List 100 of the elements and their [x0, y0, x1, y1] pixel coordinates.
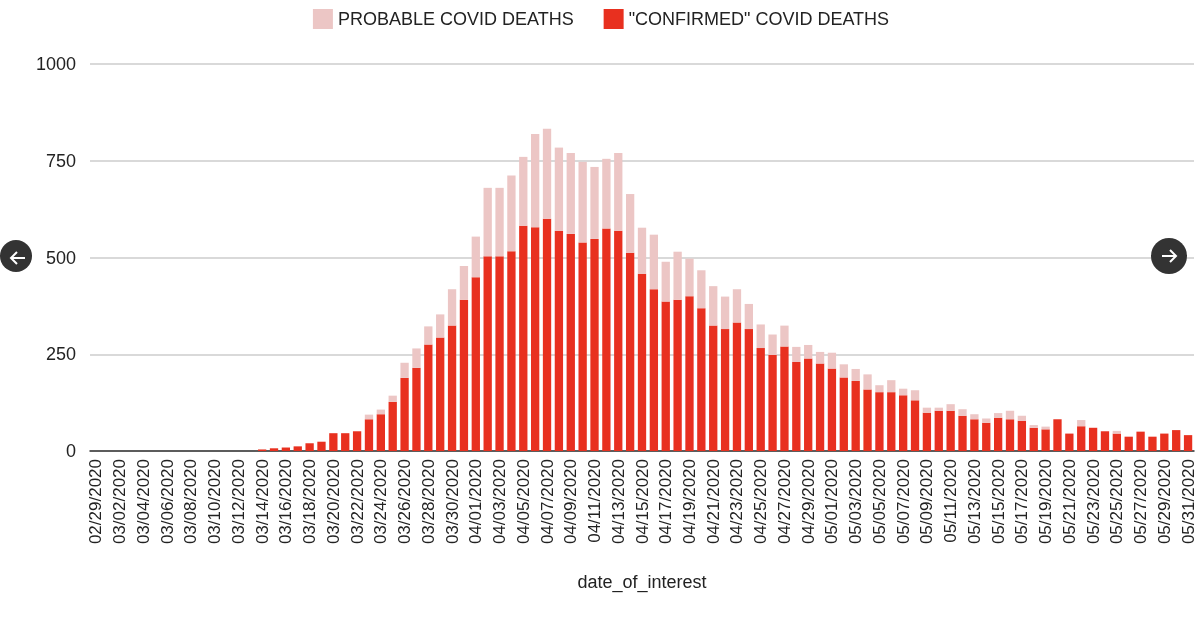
bar [554, 230, 564, 451]
x-tick-label: 05/13/2020 [964, 459, 984, 545]
bar [269, 448, 279, 451]
bar [436, 314, 445, 338]
x-tick-label: 05/09/2020 [917, 459, 937, 545]
x-tick-label: 03/06/2020 [157, 459, 177, 545]
bar [424, 344, 433, 451]
bar [899, 395, 908, 451]
bar [970, 419, 979, 451]
bar [507, 175, 516, 252]
bar [531, 134, 540, 228]
bar [792, 346, 801, 362]
bar [958, 415, 967, 451]
bar [982, 422, 991, 451]
bar [851, 380, 860, 451]
bar [887, 392, 896, 451]
x-tick-label: 04/03/2020 [490, 459, 510, 545]
x-tick-label: 05/29/2020 [1154, 459, 1174, 545]
bar [1017, 415, 1027, 421]
x-tick-label: 04/07/2020 [537, 459, 557, 545]
bar [1077, 420, 1086, 427]
bar [1136, 431, 1145, 451]
x-tick-label: 05/07/2020 [893, 459, 913, 545]
bar [542, 218, 552, 451]
x-tick-label: 03/30/2020 [442, 459, 462, 545]
x-tick-label: 04/23/2020 [727, 459, 747, 545]
bar [744, 329, 753, 451]
bar [863, 389, 872, 451]
x-tick-label: 04/05/2020 [513, 459, 533, 545]
bar [1112, 430, 1121, 434]
x-tick-label: 03/28/2020 [418, 459, 438, 545]
bar [720, 329, 730, 451]
bar [1065, 433, 1074, 451]
bar [447, 289, 457, 326]
x-tick-label: 03/12/2020 [228, 459, 248, 545]
y-tick-label: 250 [45, 344, 76, 365]
bar [934, 407, 943, 411]
bar [1017, 420, 1027, 451]
bar [1029, 427, 1038, 451]
bar [661, 261, 670, 302]
bar [910, 400, 920, 451]
bar [424, 326, 433, 345]
bar [1112, 433, 1121, 451]
x-tick-label: 05/25/2020 [1107, 459, 1127, 545]
bar [756, 324, 765, 349]
bar [887, 380, 896, 393]
x-tick-label: 04/09/2020 [561, 459, 581, 545]
bar [519, 156, 528, 226]
bar [329, 433, 338, 451]
bar [400, 362, 409, 378]
bar [566, 233, 575, 451]
bar [590, 238, 599, 451]
bar [602, 158, 611, 229]
bar [946, 410, 955, 451]
x-tick-label: 03/20/2020 [323, 459, 343, 545]
bar [412, 367, 421, 451]
x-tick-label: 03/04/2020 [133, 459, 153, 545]
bar [744, 303, 753, 330]
legend-label: "CONFIRMED" COVID DEATHS [628, 9, 890, 29]
bar [495, 256, 504, 451]
bar [970, 414, 979, 420]
x-tick-label: 04/21/2020 [703, 459, 723, 545]
bar [1005, 410, 1015, 420]
bar [637, 273, 647, 451]
bar [542, 128, 552, 219]
bar [709, 286, 718, 326]
x-tick-label: 05/05/2020 [869, 459, 889, 545]
bar [875, 392, 884, 451]
bar [792, 361, 801, 451]
x-tick-label: 05/17/2020 [1012, 459, 1032, 545]
bar [827, 352, 837, 369]
bar [400, 377, 409, 451]
bar [447, 325, 457, 451]
bar [649, 234, 659, 290]
bar [1183, 435, 1193, 451]
bar [804, 358, 813, 451]
x-tick-label: 04/15/2020 [632, 459, 652, 545]
bar [602, 228, 611, 451]
x-tick-label: 04/19/2020 [679, 459, 699, 545]
bar [697, 308, 706, 451]
x-tick-label: 05/27/2020 [1131, 459, 1151, 545]
bar [827, 368, 837, 451]
x-tick-label: 05/11/2020 [941, 459, 961, 543]
bar [934, 410, 943, 451]
bar [352, 431, 362, 451]
bar [1160, 433, 1169, 451]
bar [768, 355, 777, 451]
x-tick-label: 03/18/2020 [300, 459, 320, 545]
bar [459, 299, 469, 451]
x-tick-label: 03/14/2020 [252, 459, 272, 545]
bar [815, 351, 825, 364]
bar [756, 348, 765, 451]
bar [720, 296, 730, 330]
bar [1053, 419, 1062, 451]
x-tick-label: 03/10/2020 [205, 459, 225, 545]
bar [614, 153, 623, 231]
x-tick-label: 03/26/2020 [395, 459, 415, 545]
bar [1100, 431, 1110, 451]
bar [436, 337, 445, 451]
bar [780, 325, 789, 347]
